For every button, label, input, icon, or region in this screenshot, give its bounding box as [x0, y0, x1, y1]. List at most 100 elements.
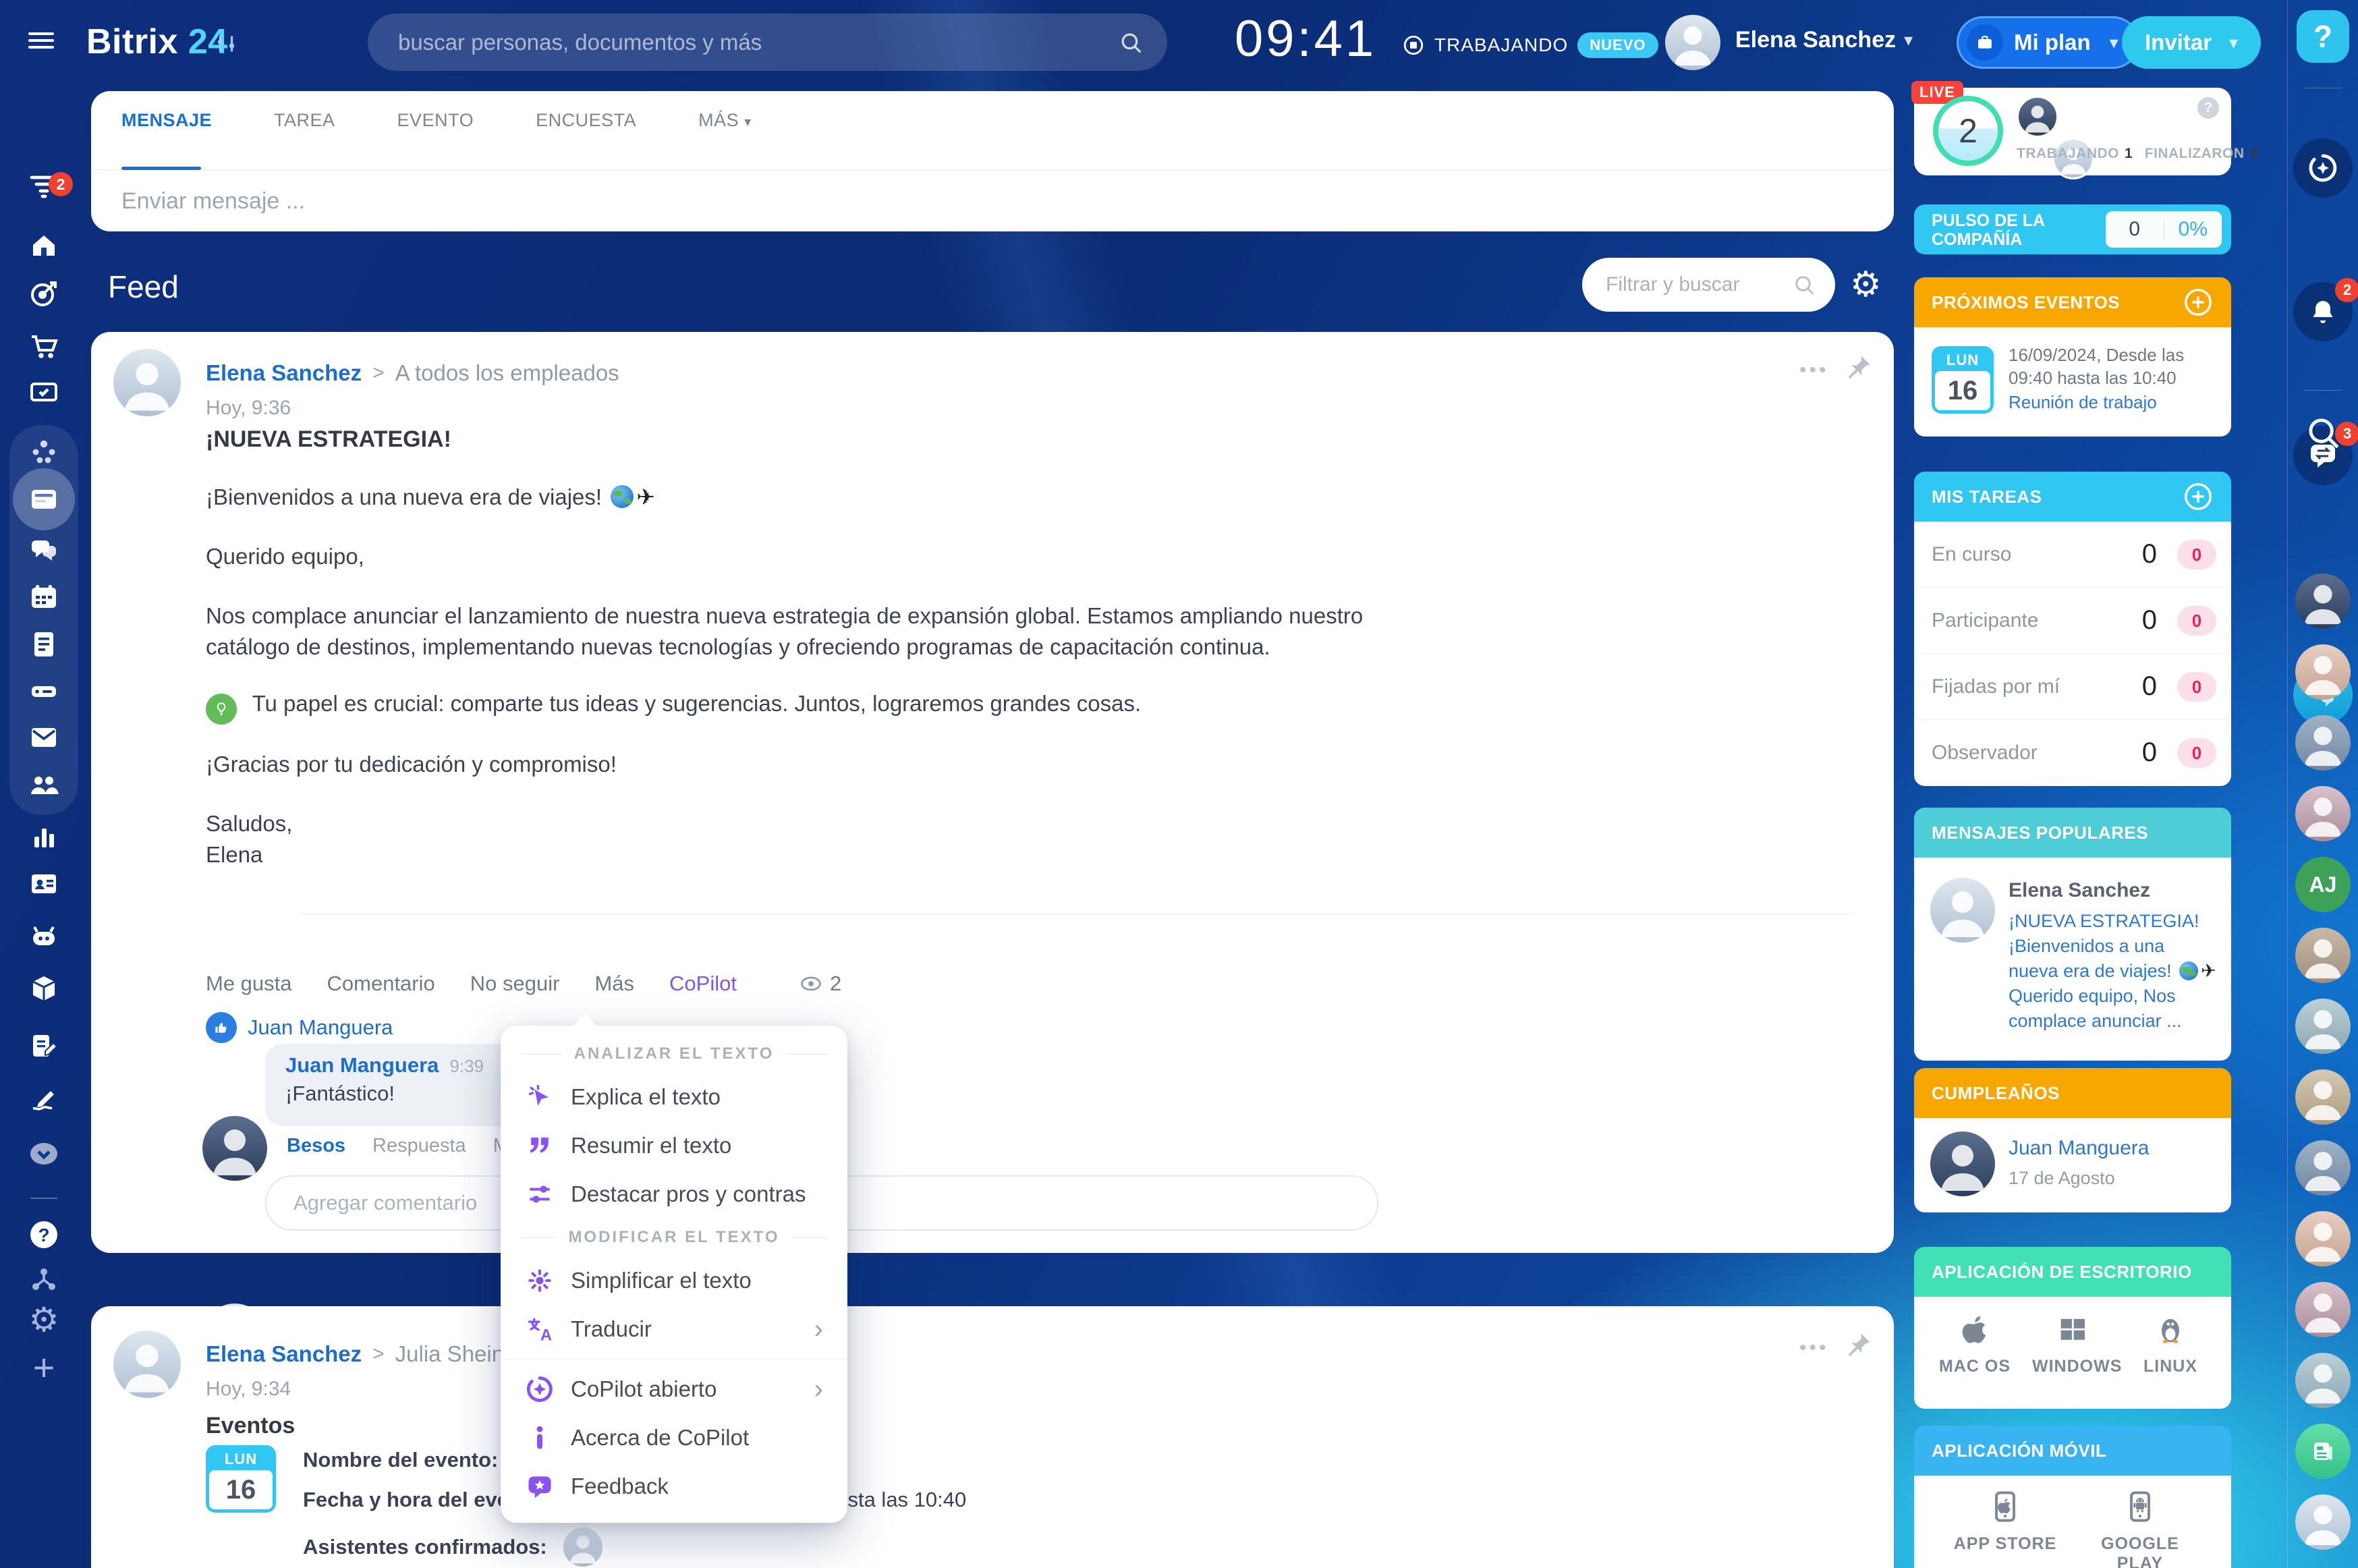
tab-tarea[interactable]: TAREA: [274, 110, 335, 130]
sidebar-item-feed[interactable]: [0, 483, 88, 515]
macos-download[interactable]: MAC OS: [1934, 1312, 2015, 1376]
work-clock[interactable]: 09:41: [1235, 10, 1377, 67]
appstore-download[interactable]: APP STORE: [1951, 1489, 2059, 1554]
sidebar-item-market[interactable]: [0, 230, 88, 262]
pin-icon[interactable]: [1844, 352, 1874, 382]
feed-filter-input[interactable]: [1582, 258, 1835, 312]
pin-icon[interactable]: [1844, 1330, 1874, 1360]
comment-reply[interactable]: Respuesta: [372, 1135, 466, 1156]
sidebar-item-messenger[interactable]: [0, 534, 88, 566]
more-action[interactable]: Más: [594, 972, 635, 995]
sidebar-item-employees[interactable]: [0, 768, 88, 801]
sidebar-item-notifications[interactable]: [0, 169, 88, 202]
sidebar-item-settings[interactable]: ⚙: [0, 1303, 88, 1337]
add-task-button[interactable]: [2183, 481, 2214, 512]
rail-user-avatar[interactable]: [2295, 1353, 2351, 1408]
sidebar-item-network[interactable]: [0, 436, 88, 468]
rail-user-avatar[interactable]: [2295, 786, 2351, 841]
popular-author-name[interactable]: Elena Sanchez: [2009, 879, 2151, 901]
sidebar-item-tasks[interactable]: [0, 377, 88, 410]
app-logo[interactable]: Bitrix 24: [86, 22, 228, 61]
sidebar-item-shop[interactable]: [0, 330, 88, 362]
sidebar-item-sign[interactable]: [0, 1082, 88, 1114]
rail-user-avatar[interactable]: [2295, 1140, 2351, 1196]
post-author-avatar[interactable]: [113, 349, 181, 416]
feed-settings-gear-icon[interactable]: ⚙: [1850, 265, 1882, 304]
rail-search-button[interactable]: [2303, 413, 2342, 455]
pulse-widget[interactable]: PULSO DE LA COMPAÑÍA 0 0%: [1914, 204, 2231, 254]
sidebar-item-mail[interactable]: [0, 721, 88, 754]
live-avatar[interactable]: [2017, 96, 2058, 138]
sidebar-item-workflows[interactable]: [0, 1030, 88, 1062]
rail-user-avatar-initials[interactable]: AJ: [2295, 857, 2351, 912]
unfollow-action[interactable]: No seguir: [470, 972, 560, 995]
rail-user-avatar[interactable]: [2295, 1282, 2351, 1337]
task-row[interactable]: Fijadas por mí 0 0: [1914, 654, 2231, 720]
live-counter[interactable]: 2: [1933, 96, 2003, 166]
logo-sliders-icon[interactable]: [215, 32, 237, 59]
menu-item-translate[interactable]: A Traducir ›: [501, 1305, 847, 1353]
post-more-menu[interactable]: •••: [1799, 359, 1829, 381]
rail-user-avatar[interactable]: [2295, 999, 2351, 1054]
sidebar-item-reports[interactable]: [0, 820, 88, 853]
menu-item-explain[interactable]: Explica el texto: [501, 1073, 847, 1121]
copilot-rail-button[interactable]: [2293, 138, 2353, 198]
rail-user-avatar[interactable]: [2295, 928, 2351, 983]
search-icon[interactable]: [1118, 30, 1144, 55]
like-action[interactable]: Me gusta: [206, 972, 292, 995]
attendee-avatar[interactable]: [563, 1528, 602, 1567]
event-link[interactable]: Reunión de trabajo: [2009, 392, 2157, 412]
rail-user-avatar[interactable]: [2295, 1211, 2351, 1266]
sidebar-item-add[interactable]: +: [0, 1349, 88, 1387]
windows-download[interactable]: WINDOWS: [2032, 1312, 2121, 1376]
sidebar-item-automation[interactable]: [0, 920, 88, 952]
menu-item-about-copilot[interactable]: Acerca de CoPilot: [501, 1413, 847, 1462]
menu-item-pros-cons[interactable]: Destacar pros y contras: [501, 1170, 847, 1219]
googleplay-download[interactable]: GOOGLE PLAY: [2086, 1489, 2194, 1568]
rail-user-avatar[interactable]: [2295, 573, 2351, 629]
user-avatar[interactable]: [1665, 15, 1720, 70]
liked-by-link[interactable]: Juan Manguera: [248, 1015, 393, 1039]
sidebar-item-drive[interactable]: [0, 675, 88, 708]
sidebar-item-crm[interactable]: [0, 277, 88, 310]
tab-mensaje[interactable]: MENSAJE: [121, 110, 213, 130]
linux-download[interactable]: LINUX: [2130, 1312, 2211, 1376]
comment-author-avatar[interactable]: [202, 1116, 267, 1181]
popular-message-link[interactable]: ¡NUEVA ESTRATEGIA! ¡Bienvenidos a una nu…: [2009, 911, 2216, 1031]
sidebar-item-structure[interactable]: [0, 1264, 88, 1296]
birthday-name-link[interactable]: Juan Manguera: [2009, 1137, 2150, 1159]
sidebar-item-calendar[interactable]: [0, 581, 88, 613]
comment-author-link[interactable]: Juan Manguera: [285, 1053, 439, 1077]
popular-author-avatar[interactable]: [1930, 878, 1995, 943]
live-help-icon[interactable]: ?: [2197, 97, 2219, 119]
comment-reaction[interactable]: Besos: [287, 1135, 346, 1156]
message-input[interactable]: [121, 179, 1853, 223]
sidebar-collapse-chevron[interactable]: [0, 1138, 88, 1170]
post-author-avatar[interactable]: [113, 1331, 181, 1398]
post-more-menu[interactable]: •••: [1799, 1337, 1829, 1359]
tab-mas[interactable]: MÁS ▾: [698, 110, 752, 130]
menu-hamburger-icon[interactable]: [28, 28, 54, 53]
sidebar-item-contacts[interactable]: [0, 868, 88, 900]
rail-user-avatar[interactable]: [2295, 644, 2351, 700]
task-row[interactable]: Observador 0 0: [1914, 720, 2231, 786]
search-icon[interactable]: [1792, 273, 1816, 297]
menu-item-simplify[interactable]: Simplificar el texto: [501, 1256, 847, 1305]
chat-exchange-button[interactable]: 3: [2293, 422, 2358, 485]
tab-evento[interactable]: EVENTO: [397, 110, 474, 130]
task-row[interactable]: Participante 0 0: [1914, 588, 2231, 654]
birthday-avatar[interactable]: [1930, 1131, 1995, 1196]
rail-user-avatar[interactable]: [2295, 715, 2351, 771]
live-avatar[interactable]: [2052, 138, 2094, 179]
menu-item-feedback[interactable]: Feedback: [501, 1462, 847, 1511]
menu-item-copilot-open[interactable]: CoPilot abierto ›: [501, 1365, 847, 1413]
sidebar-item-inventory[interactable]: [0, 972, 88, 1005]
sidebar-item-docs[interactable]: [0, 628, 88, 661]
global-search-input[interactable]: [368, 13, 1167, 71]
copilot-action[interactable]: CoPilot: [669, 972, 737, 995]
task-row[interactable]: En curso 0 0: [1914, 522, 2231, 588]
my-plan-button[interactable]: Mi plan ▾: [1957, 16, 2139, 69]
notifications-bell-button[interactable]: 2: [2293, 278, 2358, 341]
invite-button[interactable]: Invitar ▾: [2122, 16, 2262, 69]
help-button[interactable]: ?: [2297, 10, 2349, 63]
